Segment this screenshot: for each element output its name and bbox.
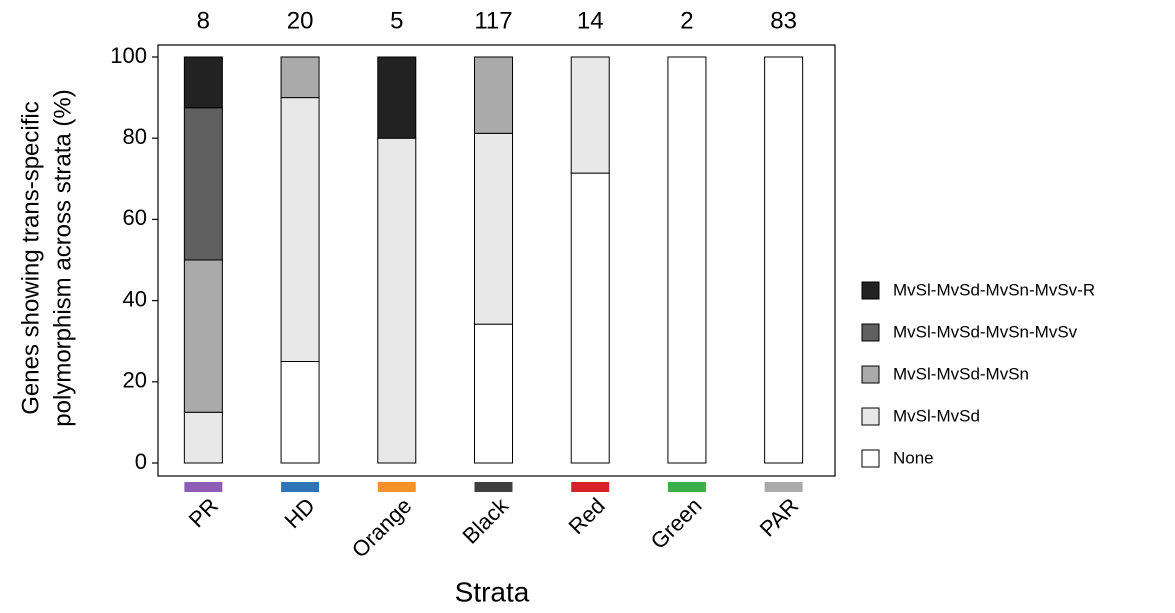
bar-segment: [474, 132, 513, 325]
bar-segment: [377, 137, 417, 464]
bar-segment: [377, 56, 417, 139]
bar-segment: [183, 411, 223, 464]
y-tick-label: 80: [123, 124, 147, 149]
legend-label: MvSl-MvSd-MvSn-MvSv-R: [893, 280, 1095, 299]
y-tick-label: 40: [123, 286, 147, 311]
bar-total: 83: [770, 7, 797, 34]
bar-total: 20: [287, 7, 314, 34]
x-tick-label: Black: [457, 492, 513, 548]
x-tick-label: PAR: [755, 493, 804, 542]
legend-swatch: [861, 323, 880, 342]
category-strip: [281, 482, 320, 492]
category-strip: [764, 482, 803, 492]
bar-total: 8: [197, 7, 210, 34]
bar-segment: [474, 56, 513, 134]
legend-label: MvSl-MvSd: [893, 406, 980, 425]
x-tick-label: Green: [646, 493, 707, 554]
legend-label: MvSl-MvSd-MvSn-MvSv: [893, 322, 1078, 341]
bar-segment: [570, 172, 610, 464]
y-axis-label: Genes showing trans-specific: [17, 101, 44, 414]
bar-segment: [764, 56, 804, 464]
bar-total: 14: [577, 7, 604, 34]
legend-swatch: [861, 281, 880, 300]
bar-segment: [280, 361, 320, 464]
x-tick-label: Red: [564, 493, 610, 539]
y-axis-label: polymorphism across strata (%): [49, 89, 76, 426]
bar-total: 2: [680, 7, 693, 34]
x-tick-label: HD: [280, 493, 320, 533]
bar-segment: [183, 259, 223, 413]
category-strip: [571, 482, 610, 492]
bar-segment: [280, 56, 320, 99]
bar-total: 117: [474, 7, 512, 34]
legend-swatch: [861, 365, 880, 384]
y-tick-label: 100: [110, 43, 147, 68]
category-strip: [474, 482, 513, 492]
legend-swatch: [861, 449, 880, 468]
bar-segment: [474, 323, 513, 464]
category-strip: [377, 482, 416, 492]
legend-swatch: [861, 407, 880, 426]
bar-segment: [570, 56, 610, 174]
category-strip: [667, 482, 706, 492]
bar-total: 5: [390, 7, 403, 34]
bar-segment: [183, 56, 223, 109]
bar-segment: [183, 107, 223, 261]
y-tick-label: 0: [135, 449, 147, 474]
x-axis-label: Strata: [455, 576, 530, 607]
x-tick-label: Orange: [347, 493, 417, 563]
bar-segment: [280, 97, 320, 362]
category-strip: [184, 482, 223, 492]
bar-segment: [667, 56, 707, 464]
legend-label: None: [893, 448, 934, 467]
plot-frame: [157, 44, 836, 477]
y-tick-label: 20: [123, 368, 147, 393]
y-tick-label: 60: [123, 205, 147, 230]
x-tick-label: PR: [184, 493, 223, 532]
legend-label: MvSl-MvSd-MvSn: [893, 364, 1029, 383]
